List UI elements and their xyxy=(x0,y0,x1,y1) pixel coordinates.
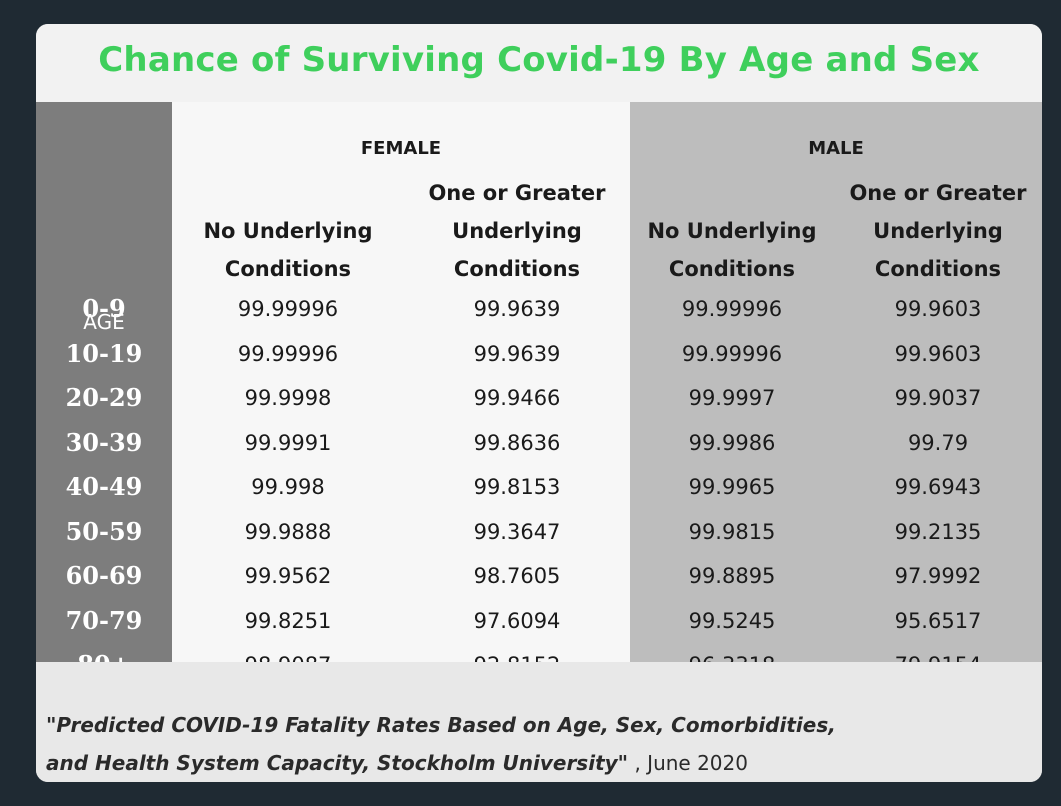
table-row: 20-29 99.9998 99.9466 99.9997 99.9037 xyxy=(36,383,1042,427)
column-header-male-no-conditions: No Underlying Conditions xyxy=(647,219,817,281)
column-header-female-with-conditions: One or Greater Underlying Conditions xyxy=(428,181,606,281)
survival-rate-cell: 99.99996 xyxy=(237,341,339,366)
survival-rate-cell: 95.6517 xyxy=(894,608,982,633)
survival-rate-cell: 99.9562 xyxy=(244,564,332,588)
survival-rate-cell: 99.9986 xyxy=(688,430,776,455)
survival-rate-cell: 99.5245 xyxy=(688,608,776,633)
female-column-bg xyxy=(172,102,630,662)
survival-rate-cell: 99.9466 xyxy=(473,386,561,410)
age-group-label: 20-29 xyxy=(65,383,143,412)
source-title-end: and Health System Capacity, Stockholm Un… xyxy=(46,751,629,775)
survival-rate-cell: 97.6094 xyxy=(473,608,561,633)
survival-rate-cell: 99.9991 xyxy=(244,430,332,455)
column-header-male-with-conditions: One or Greater Underlying Conditions xyxy=(849,181,1027,281)
table-row: 50-59 99.9888 99.3647 99.9815 99.2135 xyxy=(36,517,1042,561)
chart-title: Chance of Surviving Covid-19 By Age and … xyxy=(98,40,980,80)
survival-rate-cell: 99.8636 xyxy=(473,430,561,455)
age-group-label: 70-79 xyxy=(65,605,143,635)
survival-rate-cell: 99.9603 xyxy=(894,297,982,321)
source-date: , June 2020 xyxy=(628,751,748,775)
survival-rate-cell: 99.79 xyxy=(907,430,969,455)
survival-rate-cell: 99.998 xyxy=(251,475,325,499)
age-group-label: 50-59 xyxy=(65,516,143,546)
survival-rate-cell: 99.9997 xyxy=(688,386,776,410)
age-group-label: 0-9 xyxy=(82,294,126,323)
male-column-bg xyxy=(630,102,1042,662)
survival-rate-cell: 99.9639 xyxy=(473,341,561,366)
age-header: AGE xyxy=(83,310,125,334)
survival-rate-cell: 99.9603 xyxy=(894,341,982,366)
survival-rate-cell: 97.9992 xyxy=(894,564,982,588)
source-citation: "Predicted COVID-19 Fatality Rates Based… xyxy=(46,706,1026,782)
table-row: 40-49 99.998 99.8153 99.9965 99.6943 xyxy=(36,472,1042,516)
survival-table: FEMALE MALE No Underlying Conditions One… xyxy=(36,102,1042,679)
table-row: 70-79 99.8251 97.6094 99.5245 95.6517 xyxy=(36,606,1042,650)
survival-rate-cell: 99.9998 xyxy=(244,386,332,410)
age-group-label: 40-49 xyxy=(65,472,143,501)
age-group-label: 10-19 xyxy=(65,338,143,368)
survival-rate-cell: 99.9965 xyxy=(688,475,776,499)
survival-rate-cell: 99.99996 xyxy=(681,297,783,321)
survival-rate-cell: 99.99996 xyxy=(681,341,783,366)
footer: "Predicted COVID-19 Fatality Rates Based… xyxy=(36,662,1042,782)
column-header-female-no-conditions: No Underlying Conditions xyxy=(203,219,373,281)
table-row: 10-19 99.99996 99.9639 99.99996 99.9603 xyxy=(36,339,1042,383)
survival-rate-cell: 99.8251 xyxy=(244,608,332,633)
group-header-female: FEMALE xyxy=(360,138,442,159)
survival-rate-cell: 99.99996 xyxy=(237,297,339,321)
source-line-1: "Predicted COVID-19 Fatality Rates Based… xyxy=(46,713,836,737)
table-row: 60-69 99.9562 98.7605 99.8895 97.9992 xyxy=(36,561,1042,605)
age-column-bg xyxy=(36,102,172,662)
survival-rate-cell: 99.8153 xyxy=(473,475,561,499)
survival-rate-cell: 98.7605 xyxy=(473,564,561,588)
title-bar: Chance of Surviving Covid-19 By Age and … xyxy=(36,24,1042,102)
survival-rate-cell: 99.9888 xyxy=(244,519,332,544)
survival-rate-cell: 99.9037 xyxy=(894,386,982,410)
infographic-card: Chance of Surviving Covid-19 By Age and … xyxy=(36,24,1042,782)
survival-rate-cell: 99.8895 xyxy=(688,564,776,588)
source-line-2: and Health System Capacity, Stockholm Un… xyxy=(46,744,1026,782)
survival-rate-cell: 99.9639 xyxy=(473,297,561,321)
survival-rate-cell: 99.2135 xyxy=(894,519,982,544)
age-group-label: 30-39 xyxy=(65,427,143,457)
table-row: 0-9 99.99996 99.9639 99.99996 99.9603 xyxy=(36,294,1042,338)
table-row: 30-39 99.9991 99.8636 99.9986 99.79 xyxy=(36,428,1042,472)
age-group-label: 60-69 xyxy=(65,561,143,590)
survival-rate-cell: 99.9815 xyxy=(688,519,776,544)
survival-rate-cell: 99.3647 xyxy=(473,519,561,544)
survival-rate-cell: 99.6943 xyxy=(894,475,982,499)
group-header-male: MALE xyxy=(808,138,864,159)
